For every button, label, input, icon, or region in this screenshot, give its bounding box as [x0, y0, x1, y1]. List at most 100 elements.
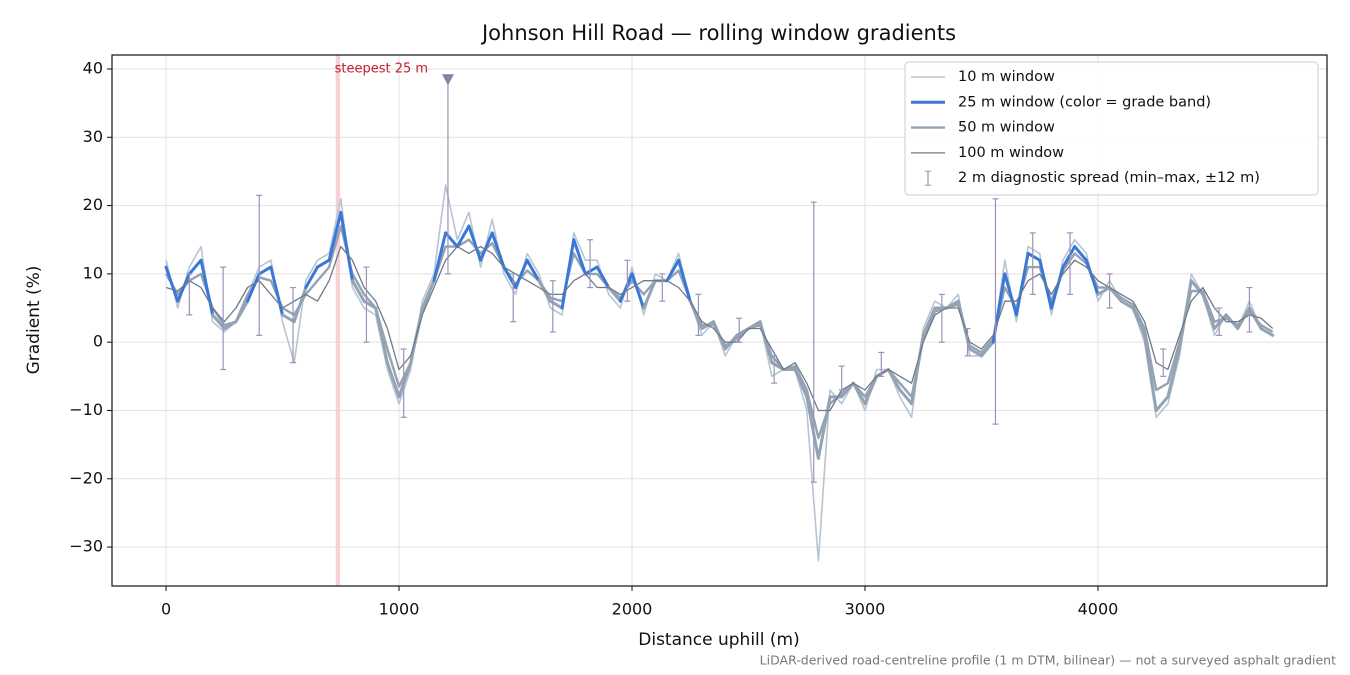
line-segment — [490, 231, 506, 269]
line-segment — [572, 238, 587, 276]
line-segment — [1003, 272, 1018, 317]
footnote: LiDAR-derived road-centreline profile (1… — [760, 653, 1336, 668]
line-segment — [665, 258, 681, 283]
line-segment — [467, 224, 483, 262]
y-tick-label: −10 — [69, 400, 103, 419]
line-segment — [1143, 333, 1158, 412]
legend-label: 10 m window — [958, 69, 1055, 85]
y-tick-label: −20 — [69, 468, 103, 487]
line-segment — [315, 258, 331, 269]
line-segment — [677, 258, 692, 303]
line-series — [165, 184, 1274, 562]
y-tick-label: 30 — [83, 127, 103, 146]
line-segment — [921, 306, 937, 337]
line-segment — [979, 340, 995, 358]
line-segment — [479, 231, 494, 262]
line-segment — [747, 320, 762, 331]
x-tick-label: 0 — [161, 600, 171, 619]
line-segment — [793, 368, 809, 399]
line-segment — [840, 381, 855, 399]
line-segment — [630, 272, 646, 310]
line-segment — [1131, 306, 1147, 337]
line-segment — [945, 299, 960, 310]
line-segment — [968, 347, 983, 358]
line-segment — [1178, 279, 1193, 351]
line-segment — [257, 265, 273, 276]
plot-frame — [111, 54, 1328, 587]
line-segment — [339, 210, 354, 283]
line-segment — [222, 320, 238, 331]
line-segment — [642, 279, 657, 310]
line-segment — [1073, 245, 1088, 262]
line-segment — [1154, 395, 1170, 412]
line-segment — [292, 286, 308, 324]
line-segment — [851, 381, 867, 406]
line-segment — [187, 258, 203, 276]
line-segment — [595, 265, 611, 290]
peak-marker — [441, 74, 454, 86]
legend-label: 2 m diagnostic spread (min–max, ±12 m) — [958, 170, 1260, 186]
y-tick-label: −30 — [69, 537, 103, 556]
line-segment — [246, 272, 261, 303]
line-segment — [898, 388, 914, 406]
line-segment — [304, 265, 319, 290]
line-segment — [374, 306, 389, 365]
x-tick-label: 2000 — [612, 600, 653, 619]
line-segment — [420, 279, 436, 310]
legend-box — [904, 61, 1319, 196]
legend-label: 25 m window (color = grade band) — [958, 94, 1211, 110]
chart-title: Johnson Hill Road — rolling window gradi… — [480, 21, 956, 45]
line-segment — [863, 374, 879, 406]
line-segment — [164, 265, 180, 303]
line-segment — [327, 210, 343, 262]
line-segment — [1189, 279, 1205, 296]
x-tick-label: 1000 — [379, 600, 420, 619]
line-segment — [1108, 286, 1123, 303]
line-segment — [805, 395, 820, 460]
line-segment — [618, 272, 634, 303]
line-segment — [385, 361, 401, 399]
line-segment — [758, 320, 774, 365]
y-tick-label: 10 — [83, 263, 103, 282]
x-axis-label: Distance uphill (m) — [638, 630, 799, 650]
x-tick-label: 4000 — [1078, 600, 1119, 619]
line-segment — [199, 258, 215, 317]
line-segment — [1166, 347, 1182, 399]
line-segment — [397, 361, 413, 399]
line-segment — [910, 333, 925, 406]
line-segment — [525, 258, 541, 283]
line-segment — [583, 265, 599, 276]
line-segment — [281, 313, 296, 324]
line-segment — [269, 265, 285, 317]
line-segment — [1061, 245, 1077, 269]
line-segment — [455, 224, 471, 249]
line-segment — [1084, 258, 1100, 296]
y-tick-label: 0 — [93, 332, 103, 351]
legend-label: 100 m window — [958, 145, 1064, 161]
line-series — [165, 245, 1274, 412]
line-segment — [234, 299, 250, 324]
y-tick-label: 40 — [83, 59, 103, 78]
line-segment — [1026, 251, 1042, 262]
line-segment — [1014, 251, 1030, 317]
x-tick-label: 3000 — [845, 600, 886, 619]
line-segment — [514, 258, 529, 290]
line-segment — [350, 279, 366, 303]
line-segment — [607, 286, 622, 303]
line-segment — [1119, 299, 1135, 310]
line-segment — [816, 395, 832, 460]
line-segment — [1201, 292, 1216, 331]
annotation: steepest 25 m — [335, 62, 428, 77]
line-segment — [432, 231, 448, 283]
line-segment — [886, 368, 902, 392]
line-segment — [1259, 327, 1275, 337]
line-segment — [560, 238, 576, 310]
line-segment — [211, 313, 226, 331]
line-segment — [1049, 265, 1065, 310]
line-segment — [1247, 306, 1263, 331]
y-tick-label: 20 — [83, 195, 103, 214]
line-segment — [176, 272, 191, 303]
line-segment — [1212, 313, 1228, 331]
legend-label: 50 m window — [958, 120, 1055, 136]
